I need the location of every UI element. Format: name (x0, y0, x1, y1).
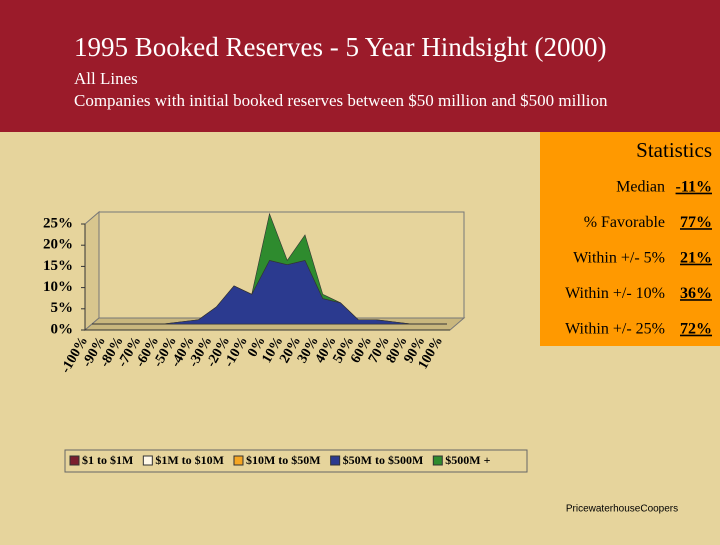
side-wall (84, 210, 100, 332)
subtitle: All Lines (74, 69, 138, 88)
header-bar (0, 0, 720, 132)
stats-panel (540, 132, 720, 346)
stat-value: -11% (676, 179, 712, 196)
title: 1995 Booked Reserves - 5 Year Hindsight … (74, 32, 606, 62)
legend-swatch (432, 455, 443, 466)
stat-value: 21% (680, 250, 712, 267)
area (92, 212, 447, 325)
footer: PricewaterhouseCoopers (566, 504, 678, 515)
legend-label: $1M to $10M (155, 453, 224, 467)
stat-value: 77% (680, 214, 712, 231)
legend-label: $10M to $50M (246, 453, 321, 467)
y-tick-label: 15% (43, 258, 73, 274)
stat-label: Within +/- 25% (565, 321, 665, 338)
stats-title: Statistics (636, 138, 712, 162)
legend-swatch (69, 455, 80, 466)
y-tick-label: 20% (43, 237, 73, 253)
legend-swatch (142, 455, 153, 466)
legend-label: $500M + (445, 453, 490, 467)
legend-swatch (330, 455, 341, 466)
y-tick-label: 0% (51, 321, 74, 337)
legend-box (64, 449, 528, 473)
stat-label: Median (616, 179, 665, 196)
subtitle: Companies with initial booked reserves b… (74, 91, 608, 110)
stat-label: Within +/- 10% (565, 285, 665, 302)
y-tick-label: 25% (43, 215, 73, 231)
stat-label: % Favorable (584, 214, 665, 231)
stats: Median -11% % Favorable 77% Within +/- 5% 21%… (565, 179, 712, 338)
stat-value: 36% (680, 285, 712, 302)
stat-label: Within +/- 5% (573, 250, 665, 267)
legend: $1 to $1M $1M to $10M $10M to $50M $50M to … (69, 453, 491, 467)
legend-label: $1 to $1M (82, 453, 133, 467)
y-tick-label: 5% (51, 300, 74, 316)
legend-label: $50M to $500M (343, 453, 424, 467)
y-tick-label: 10% (43, 279, 73, 295)
stat-value: 72% (680, 321, 712, 338)
legend-swatch (233, 455, 244, 466)
